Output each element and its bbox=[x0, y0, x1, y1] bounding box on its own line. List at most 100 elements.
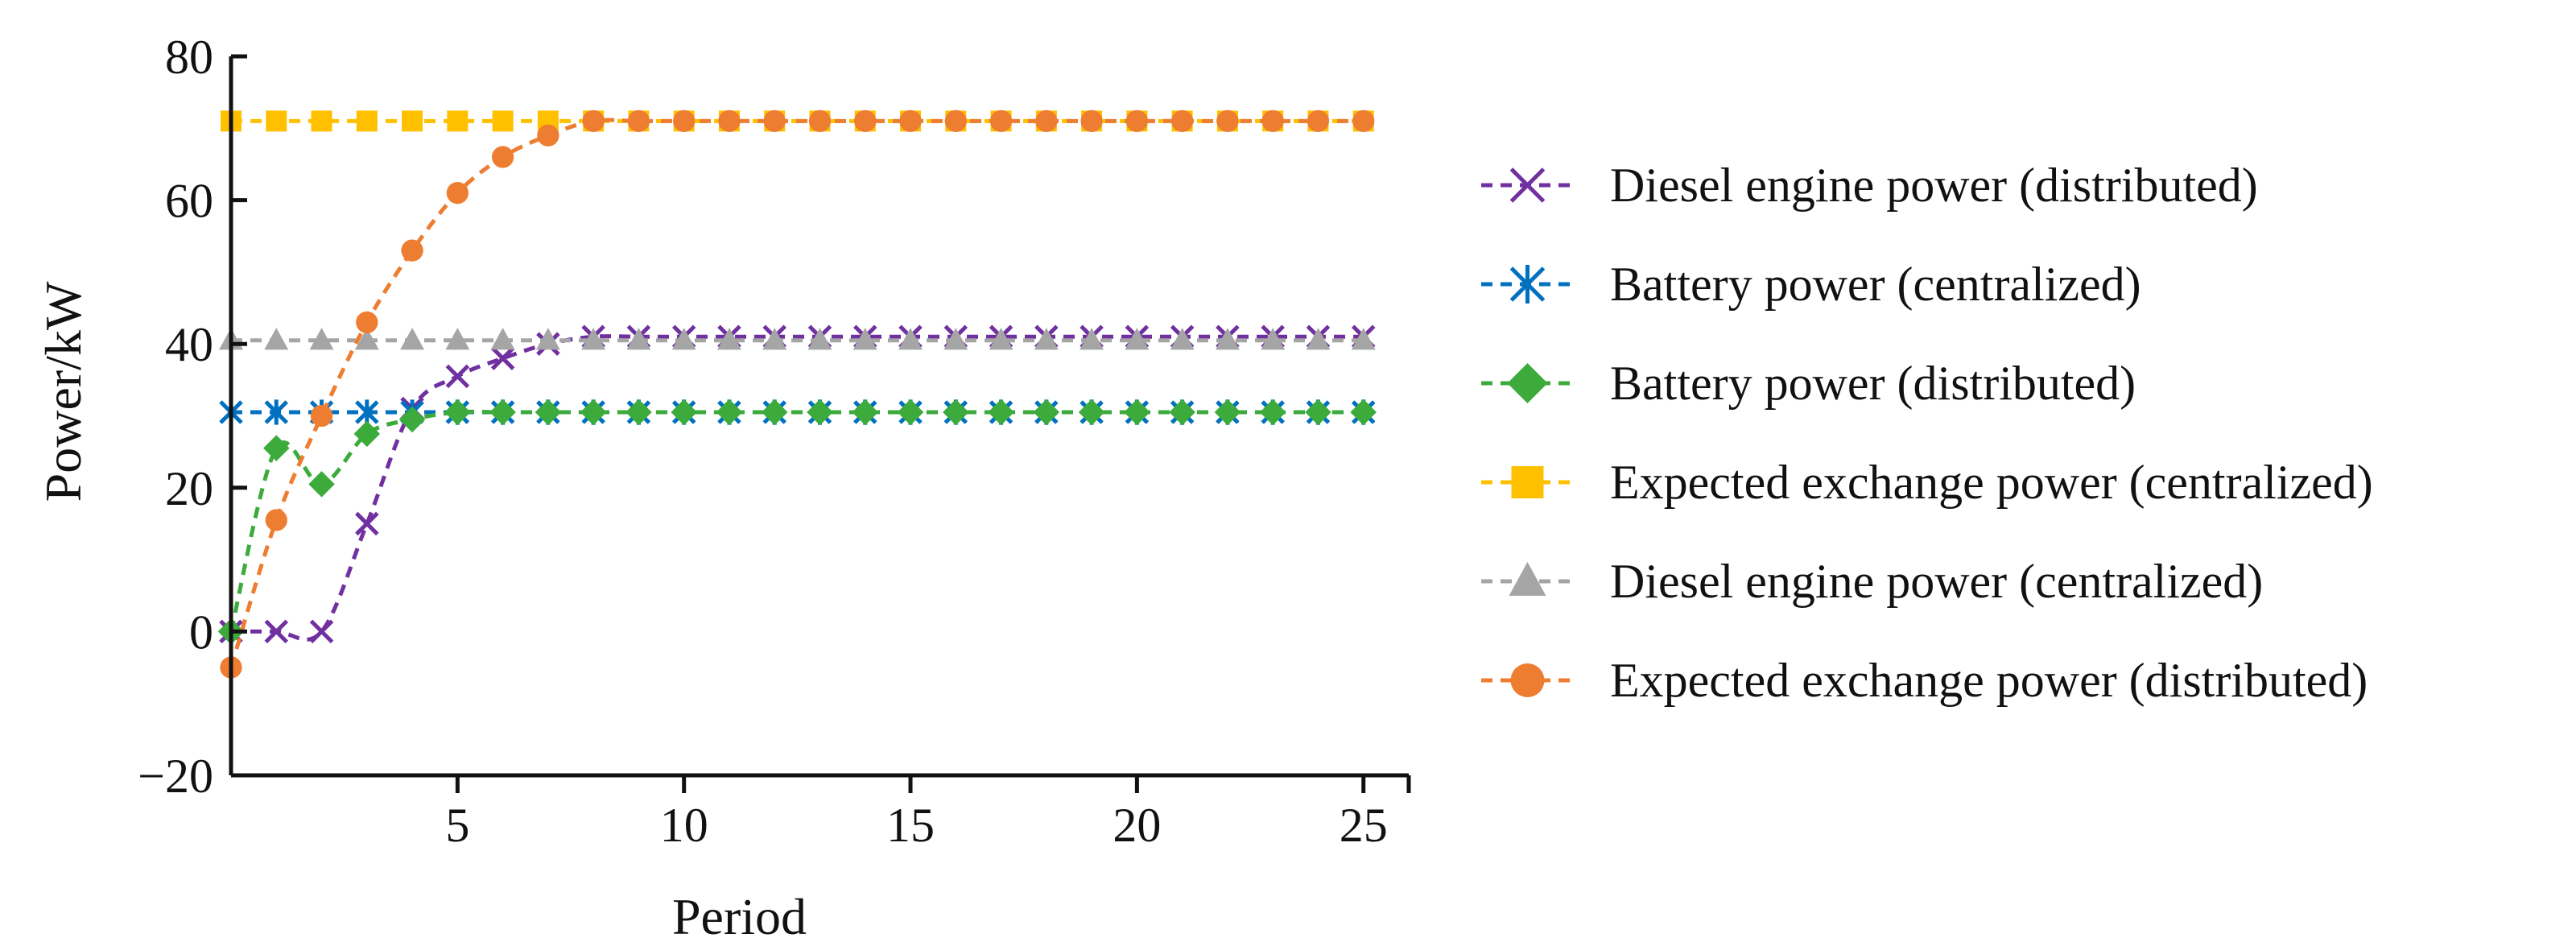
legend-label: Diesel engine power (centralized) bbox=[1610, 555, 2263, 608]
data-point bbox=[401, 239, 423, 262]
x-tick-label: 25 bbox=[1340, 799, 1388, 852]
data-point bbox=[353, 420, 381, 448]
y-axis-label: Power/kW bbox=[35, 281, 92, 502]
data-point bbox=[1078, 399, 1105, 426]
data-point bbox=[807, 328, 832, 350]
legend: Diesel engine power (distributed) Battery… bbox=[1481, 159, 2373, 707]
y-tick-label: −20 bbox=[138, 750, 213, 803]
data-point bbox=[264, 328, 289, 350]
series-5 bbox=[219, 328, 1376, 350]
data-point bbox=[625, 399, 652, 426]
data-point bbox=[489, 399, 516, 426]
data-point bbox=[1261, 328, 1286, 350]
data-point bbox=[310, 404, 333, 428]
legend-marker bbox=[1511, 466, 1544, 498]
data-point bbox=[1171, 109, 1194, 133]
data-point bbox=[762, 328, 787, 350]
data-point bbox=[1214, 399, 1241, 426]
legend-item: Expected exchange power (centralized) bbox=[1481, 456, 2373, 509]
legend-item: Expected exchange power (distributed) bbox=[1481, 654, 2368, 707]
data-point bbox=[944, 109, 967, 133]
data-point bbox=[1350, 399, 1377, 426]
data-point bbox=[763, 109, 786, 133]
data-point bbox=[309, 328, 334, 350]
data-point bbox=[309, 619, 334, 644]
y-tick-label: 60 bbox=[165, 175, 213, 228]
data-point bbox=[627, 109, 650, 133]
y-tick-label: 40 bbox=[165, 318, 213, 371]
data-point bbox=[852, 399, 879, 426]
data-point bbox=[264, 619, 289, 644]
legend-label: Battery power (distributed) bbox=[1610, 357, 2136, 410]
data-point bbox=[444, 399, 471, 426]
data-point bbox=[1259, 399, 1286, 426]
x-tick-label: 20 bbox=[1113, 799, 1161, 852]
data-point bbox=[1351, 328, 1376, 350]
series-line bbox=[229, 409, 1364, 632]
data-point bbox=[1305, 399, 1331, 426]
ticks: −20 0 20 40 60 80 5 10 15 20 25 bbox=[138, 31, 1411, 852]
data-point bbox=[716, 399, 743, 426]
data-point bbox=[402, 110, 423, 132]
data-point bbox=[582, 109, 605, 133]
data-point bbox=[808, 109, 832, 133]
data-point bbox=[266, 110, 287, 132]
data-point bbox=[355, 511, 379, 536]
data-point bbox=[989, 109, 1013, 133]
data-point bbox=[1352, 109, 1375, 133]
x-tick-label: 10 bbox=[660, 799, 708, 852]
series-layer bbox=[217, 109, 1377, 679]
y-tick-label: 80 bbox=[165, 31, 213, 84]
data-point bbox=[988, 399, 1014, 426]
y-tick-label: 0 bbox=[189, 605, 213, 659]
legend-marker bbox=[1509, 265, 1546, 304]
data-point bbox=[355, 399, 379, 425]
series-1 bbox=[219, 324, 1376, 644]
data-point bbox=[447, 110, 469, 132]
data-point bbox=[311, 110, 332, 132]
data-point bbox=[264, 399, 289, 425]
data-point bbox=[1215, 328, 1240, 350]
data-point bbox=[537, 124, 559, 147]
data-point bbox=[761, 399, 788, 426]
data-point bbox=[718, 109, 741, 133]
legend-label: Expected exchange power (distributed) bbox=[1610, 654, 2368, 707]
data-point bbox=[535, 328, 560, 350]
data-point bbox=[1216, 109, 1239, 133]
data-point bbox=[1169, 399, 1195, 426]
legend-marker bbox=[1509, 562, 1546, 596]
series-line bbox=[231, 334, 1364, 642]
data-point bbox=[671, 328, 696, 350]
data-point bbox=[308, 471, 335, 498]
data-point bbox=[1080, 109, 1103, 133]
data-point bbox=[717, 328, 741, 350]
data-point bbox=[1035, 109, 1058, 133]
data-point bbox=[492, 110, 514, 132]
data-point bbox=[943, 399, 969, 426]
data-point bbox=[1033, 399, 1060, 426]
y-tick-label: 20 bbox=[165, 462, 213, 515]
x-axis-label: Period bbox=[672, 888, 807, 945]
legend-label: Battery power (centralized) bbox=[1610, 258, 2141, 311]
data-point bbox=[400, 328, 425, 350]
data-point bbox=[1034, 328, 1059, 350]
x-tick-label: 5 bbox=[445, 799, 469, 852]
legend-label: Expected exchange power (centralized) bbox=[1610, 456, 2373, 509]
series-line bbox=[229, 118, 1364, 668]
data-point bbox=[989, 328, 1013, 350]
data-point bbox=[852, 328, 877, 350]
data-point bbox=[398, 406, 426, 433]
data-point bbox=[1170, 328, 1195, 350]
legend-item: Diesel engine power (centralized) bbox=[1481, 555, 2263, 608]
data-point bbox=[897, 399, 924, 426]
legend-marker bbox=[1510, 663, 1545, 697]
data-point bbox=[446, 182, 469, 204]
data-point bbox=[899, 109, 922, 133]
data-point bbox=[854, 109, 877, 133]
data-point bbox=[354, 328, 379, 350]
data-point bbox=[580, 399, 607, 426]
data-point bbox=[263, 435, 290, 461]
data-point bbox=[1125, 328, 1150, 350]
data-point bbox=[673, 109, 696, 133]
